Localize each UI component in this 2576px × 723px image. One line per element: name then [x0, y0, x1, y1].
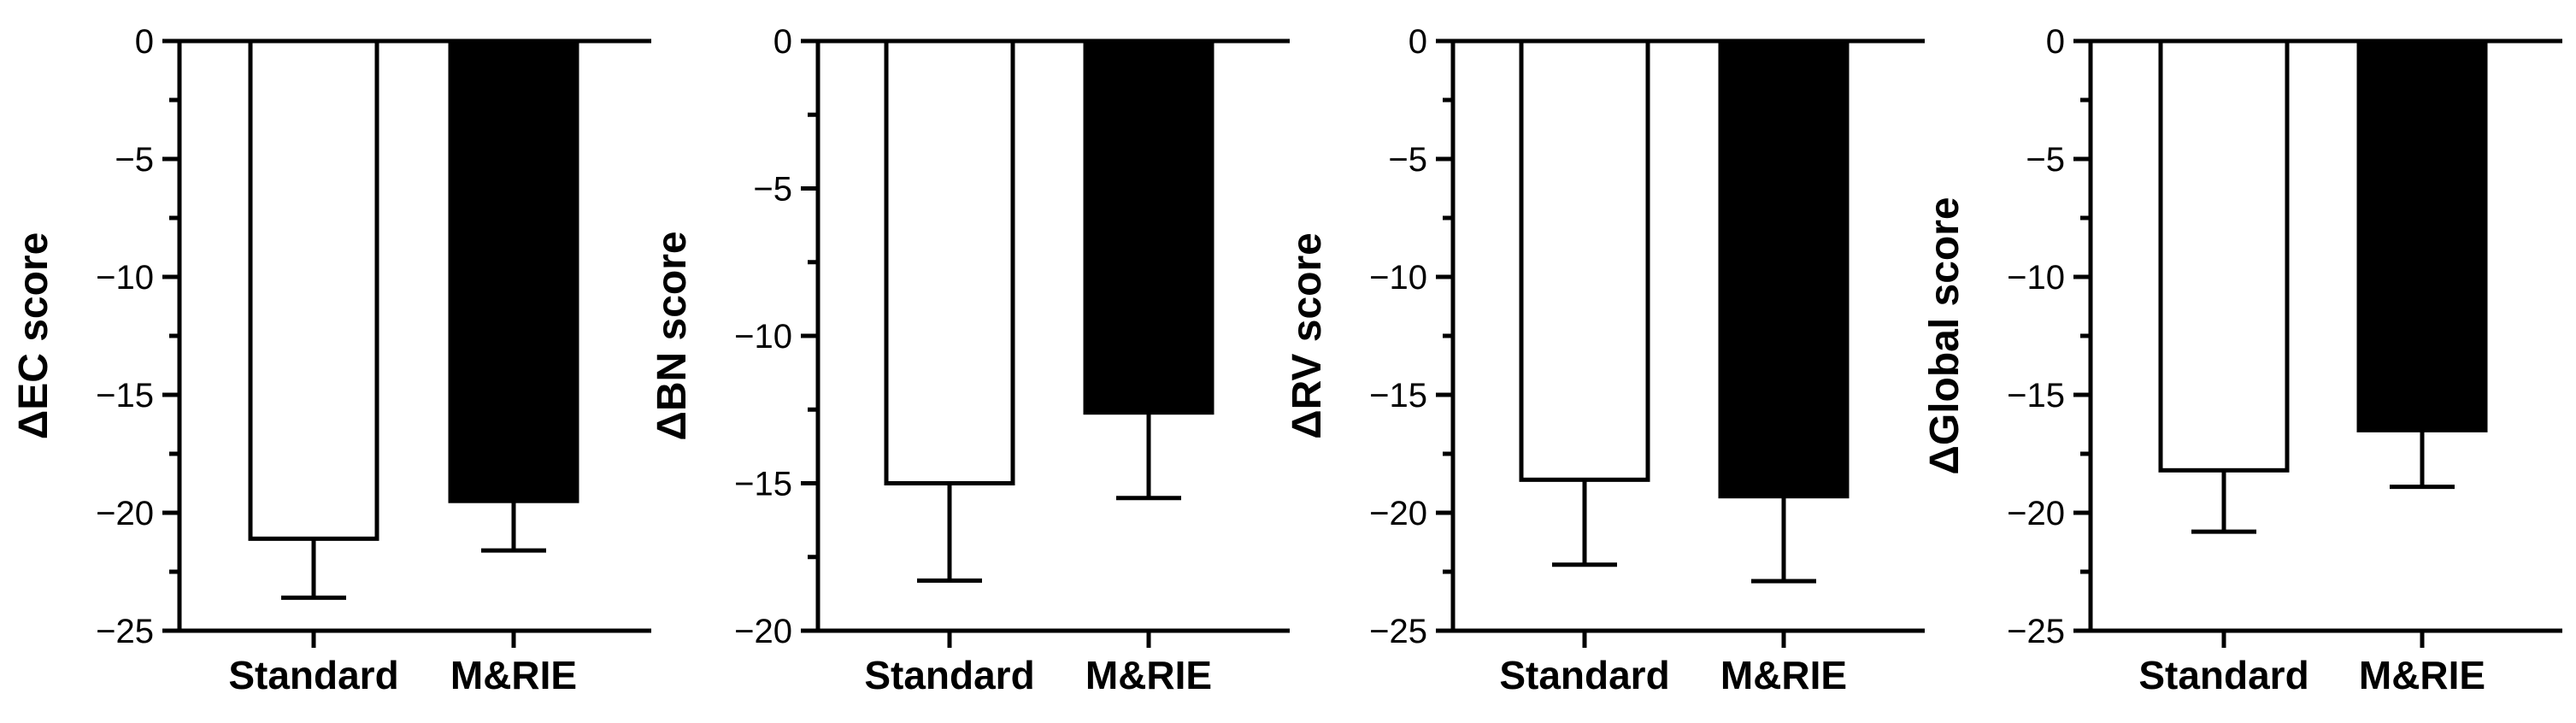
- x-tick-label-standard: Standard: [228, 653, 398, 697]
- x-tick-label-mrie: M&RIE: [450, 653, 577, 697]
- y-tick-label: 0: [135, 23, 154, 61]
- x-tick-label-mrie: M&RIE: [1720, 653, 1847, 697]
- bar-standard: [248, 38, 379, 541]
- x-tick-label-standard: Standard: [2138, 653, 2308, 697]
- x-tick-label-mrie: M&RIE: [2359, 653, 2485, 697]
- y-tick-label: −10: [734, 318, 792, 356]
- chart-panel-4: 0 −5 −10 −15 −20 −25 Standard M&RIE ΔGlobal scor…: [1922, 23, 2562, 697]
- y-tick-label: −15: [1369, 377, 1427, 414]
- y-tick-label: −15: [2007, 377, 2065, 414]
- y-tick-label: −20: [1369, 495, 1427, 532]
- y-tick-label: −25: [96, 613, 154, 650]
- bar-mrie: [1718, 38, 1850, 499]
- bar-mrie: [448, 38, 579, 503]
- chart-panel-2: 0 −5 −10 −15 −20 Standard M&RIE ΔBN score: [650, 23, 1290, 697]
- y-tick-label: −15: [96, 377, 154, 414]
- y-tick-label: −20: [2007, 495, 2065, 532]
- y-tick-label: 0: [2046, 23, 2065, 61]
- x-tick-label-standard: Standard: [1499, 653, 1669, 697]
- y-tick-label: 0: [1409, 23, 1427, 61]
- y-tick-label: −5: [115, 141, 154, 179]
- y-tick-label: 0: [773, 23, 792, 61]
- y-tick-label: −15: [734, 466, 792, 503]
- y-axis-label: ΔGlobal score: [1922, 197, 1967, 474]
- y-tick-label: −5: [2026, 141, 2065, 179]
- y-tick-label: −5: [753, 171, 792, 209]
- x-tick-label-standard: Standard: [864, 653, 1034, 697]
- chart-panel-1: 0 −5 −10 −15 −20 −25 Standard M&RIE ΔEC score: [11, 23, 651, 697]
- y-tick-label: −10: [96, 259, 154, 297]
- y-tick-label: −5: [1388, 141, 1427, 179]
- bar-mrie: [1083, 38, 1214, 415]
- y-axis-label: ΔBN score: [650, 231, 695, 440]
- y-tick-label: −25: [2007, 613, 2065, 650]
- bar-mrie: [2356, 38, 2488, 432]
- y-tick-label: −20: [96, 495, 154, 532]
- bar-standard: [1519, 38, 1650, 482]
- x-tick-label-mrie: M&RIE: [1085, 653, 1212, 697]
- y-axis-label: ΔRV score: [1285, 232, 1330, 439]
- bar-standard: [884, 38, 1015, 485]
- y-tick-label: −20: [734, 613, 792, 650]
- y-tick-label: −10: [2007, 259, 2065, 297]
- y-axis-label: ΔEC score: [11, 232, 56, 440]
- bar-standard: [2158, 38, 2290, 473]
- y-tick-label: −25: [1369, 613, 1427, 650]
- chart-panel-3: 0 −5 −10 −15 −20 −25 Standard M&RIE ΔRV score: [1285, 23, 1925, 697]
- y-tick-label: −10: [1369, 259, 1427, 297]
